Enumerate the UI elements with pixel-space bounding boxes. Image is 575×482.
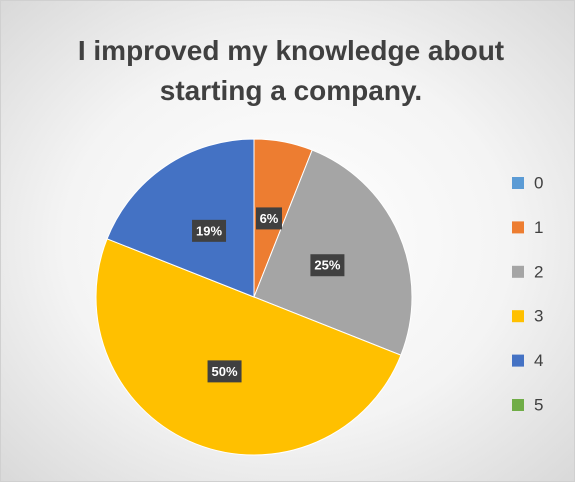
legend-label: 0 xyxy=(534,173,543,192)
legend-swatch xyxy=(512,354,524,367)
legend-label: 4 xyxy=(534,351,543,370)
legend-label: 3 xyxy=(534,307,543,326)
data-label: 6% xyxy=(260,211,279,226)
legend-swatch xyxy=(512,399,524,411)
legend-swatch xyxy=(512,177,524,189)
legend-swatch xyxy=(512,221,524,234)
legend-label: 2 xyxy=(534,262,543,281)
legend-swatch xyxy=(512,265,524,278)
data-label: 25% xyxy=(314,258,340,273)
pie-slice xyxy=(253,149,413,356)
data-label: 50% xyxy=(212,364,238,379)
legend-swatch xyxy=(512,310,524,323)
legend-label: 1 xyxy=(534,218,543,237)
legend-label: 5 xyxy=(534,395,543,414)
pie-slice xyxy=(95,238,402,456)
data-label: 19% xyxy=(196,223,222,238)
chart-title: I improved my knowledge about starting a… xyxy=(77,35,505,106)
pie-slice xyxy=(106,138,255,298)
data-label-box xyxy=(192,219,227,242)
data-label-box xyxy=(310,254,345,277)
data-label-box xyxy=(207,360,242,383)
data-label-box xyxy=(255,207,282,230)
